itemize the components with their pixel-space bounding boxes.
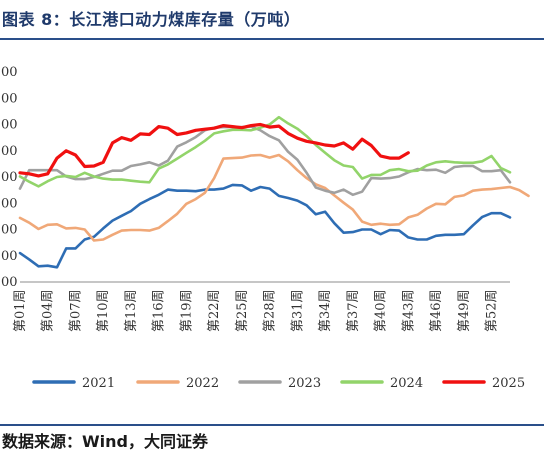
- x-tick-label: 第01周: [13, 289, 28, 332]
- y-tick-label: 00: [1, 196, 18, 211]
- series-line-2022: [18, 153, 530, 242]
- series-line-2025: [18, 122, 410, 178]
- y-tick-label: 00: [1, 275, 18, 290]
- x-tick-label: 第13周: [124, 289, 139, 332]
- x-tick-label: 第40周: [374, 289, 389, 332]
- legend-label-2021: 2021: [82, 376, 115, 391]
- y-tick-label: 00: [1, 170, 18, 185]
- x-tick-label: 第25周: [235, 289, 250, 332]
- header-divider: [0, 38, 544, 40]
- x-tick-label: 第10周: [96, 289, 111, 332]
- y-tick-label: 00: [1, 91, 18, 106]
- series-line-2024: [18, 115, 512, 188]
- y-tick-label: 00: [1, 223, 18, 238]
- x-axis-ticks: 第01周 第04周 第07周 第10周 第13周 第16周 第19周 第22周 第25周 第28周…: [13, 289, 500, 332]
- chart-title: 图表 8：长江港口动力煤库存量（万吨）: [2, 10, 301, 29]
- x-tick-label: 第46周: [429, 289, 444, 332]
- legend-label-2025: 2025: [492, 376, 525, 391]
- series-line-2021: [18, 183, 512, 269]
- x-tick-label: 第04周: [41, 289, 56, 332]
- x-tick-label: 第31周: [290, 289, 305, 332]
- legend-label-2022: 2022: [186, 376, 219, 391]
- y-tick-label: 00: [1, 118, 18, 133]
- line-chart: 000000000000000000 第01周 第04周 第07周 第10周 第13周第…: [1, 65, 530, 391]
- x-tick-label: 第07周: [68, 289, 83, 332]
- x-tick-label: 第19周: [179, 289, 194, 332]
- legend-label-2023: 2023: [288, 376, 321, 391]
- legend: 2021 2022 2023 2024 2025: [32, 376, 525, 391]
- series-line-2023: [18, 125, 512, 197]
- x-tick-label: 第16周: [152, 289, 167, 332]
- series-lines: [18, 115, 530, 269]
- legend-label-2024: 2024: [390, 376, 423, 391]
- x-tick-label: 第28周: [263, 289, 278, 332]
- x-tick-label: 第37周: [346, 289, 361, 332]
- x-tick-label: 第34周: [318, 289, 333, 332]
- y-tick-label: 00: [1, 144, 18, 159]
- y-axis-ticks: 00 00 00 00 00 00 00 00 00: [1, 65, 18, 290]
- x-tick-label: 第52周: [485, 289, 500, 332]
- y-tick-label: 00: [1, 65, 18, 80]
- source-note: 数据来源：Wind，大同证券: [2, 432, 208, 451]
- footer-divider: [0, 424, 544, 426]
- y-tick-label: 00: [1, 249, 18, 264]
- x-tick-label: 第43周: [401, 289, 416, 332]
- x-tick-label: 第49周: [457, 289, 472, 332]
- x-tick-label: 第22周: [207, 289, 222, 332]
